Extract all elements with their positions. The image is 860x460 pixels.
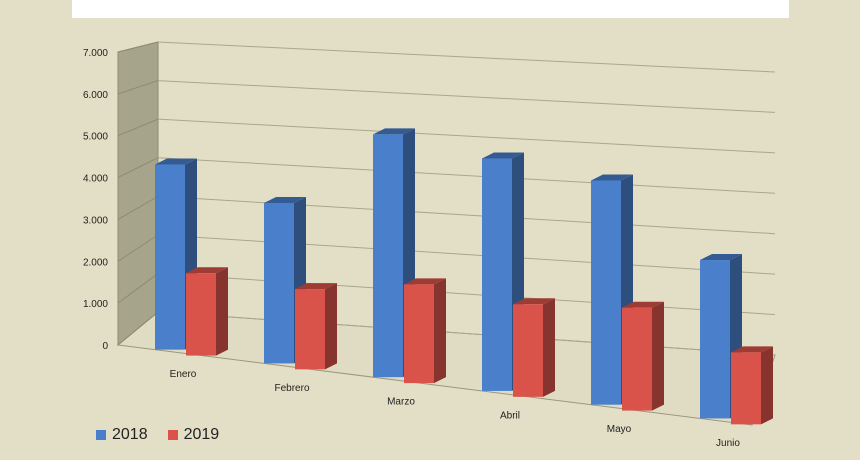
- legend-item: 2018: [96, 426, 148, 444]
- y-tick-label: 4.000: [83, 174, 108, 185]
- side-gridline: [117, 118, 159, 137]
- legend-swatch: [167, 430, 178, 440]
- gridline: [157, 41, 776, 73]
- bar-2018-Marzo: [373, 134, 403, 378]
- bar-2018-Enero-top: [155, 158, 197, 165]
- x-tick-label: Marzo: [387, 397, 415, 408]
- y-tick-label: 0: [102, 341, 108, 352]
- side-gridline: [117, 41, 159, 53]
- bar-2019-Marzo-top: [404, 278, 446, 285]
- y-tick-label: 5.000: [83, 132, 108, 143]
- gridline: [157, 157, 776, 194]
- bar-2018-Junio-top: [700, 254, 742, 261]
- bar-2019-Enero-top: [186, 267, 228, 274]
- side-gridline: [117, 157, 159, 179]
- bar-2019-Junio: [731, 352, 761, 425]
- x-tick-label: Mayo: [607, 424, 632, 435]
- side-gridline: [117, 195, 159, 220]
- bar-2019-Mayo-top: [622, 301, 664, 308]
- y-tick-label: 1.000: [83, 299, 108, 310]
- bar-2018-Febrero: [264, 202, 294, 364]
- bar-2019-Febrero: [295, 289, 325, 370]
- x-tick-label: Enero: [170, 369, 197, 380]
- y-tick-label: 7.000: [83, 48, 108, 59]
- bar-2018-Abril: [482, 158, 512, 391]
- legend-item: 2019: [167, 426, 220, 444]
- legend-label: 2018: [112, 426, 148, 443]
- bar-2019-Enero-side: [216, 267, 228, 356]
- bar-2018-Mayo: [591, 180, 621, 405]
- bar-2019-Enero: [186, 273, 216, 356]
- bar-2019-Junio-top: [731, 346, 773, 353]
- gridline: [157, 311, 776, 356]
- bar-2018-Febrero-top: [264, 196, 306, 203]
- title-bar: [72, 0, 789, 18]
- gridline: [157, 118, 776, 154]
- y-tick-label: 6.000: [83, 90, 108, 101]
- y-tick-label: 3.000: [83, 215, 108, 226]
- bar-2018-Abril-top: [482, 152, 524, 159]
- bar-2018-Mayo-top: [591, 174, 633, 181]
- legend-swatch: [96, 430, 106, 440]
- gridline: [157, 234, 776, 275]
- legend: 2018 2019: [96, 424, 219, 446]
- bar-2019-Abril-side: [543, 298, 555, 397]
- bar-2018-Enero: [155, 164, 185, 350]
- x-tick-label: Junio: [716, 438, 740, 449]
- bar-2019-Abril-top: [513, 298, 555, 305]
- side-gridline: [117, 80, 159, 95]
- bar-2019-Febrero-top: [295, 283, 337, 290]
- legend-label: 2019: [183, 426, 220, 443]
- gridline: [157, 195, 776, 235]
- side-gridline: [117, 273, 159, 304]
- bar-2019-Mayo-side: [652, 301, 664, 411]
- bar-2019-Mayo: [622, 307, 652, 411]
- x-tick-label: Abril: [500, 410, 520, 421]
- bar-2019-Junio-side: [761, 346, 773, 425]
- bar-2019-Abril: [513, 304, 543, 397]
- y-tick-label: 2.000: [83, 257, 108, 268]
- side-gridline: [117, 311, 159, 346]
- bar-2018-Junio: [700, 260, 730, 419]
- bar-2019-Marzo-side: [434, 278, 446, 384]
- bar-2019-Marzo: [404, 284, 434, 384]
- side-gridline: [117, 234, 159, 262]
- bar-2018-Marzo-top: [373, 128, 415, 135]
- gridline: [157, 272, 776, 316]
- x-tick-label: Febrero: [274, 383, 309, 394]
- bar-2019-Febrero-side: [325, 283, 337, 370]
- gridline: [157, 80, 776, 113]
